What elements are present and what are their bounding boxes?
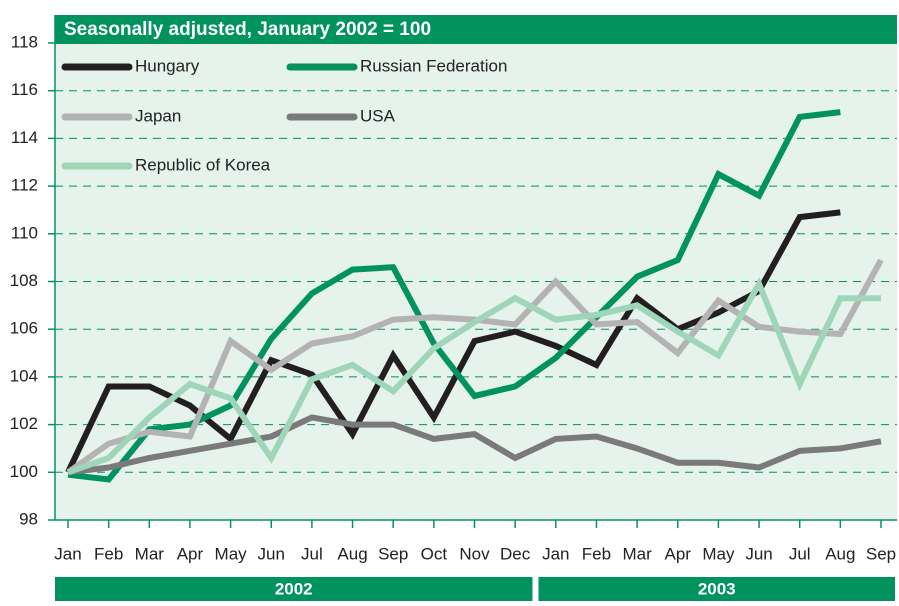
legend-label: Hungary bbox=[135, 56, 200, 75]
year-label: 2003 bbox=[698, 579, 736, 598]
y-tick-label: 106 bbox=[10, 319, 38, 338]
x-tick-label: Sep bbox=[866, 544, 896, 563]
y-tick-label: 118 bbox=[11, 32, 38, 51]
x-tick-label: Jul bbox=[789, 544, 811, 563]
y-tick-label: 104 bbox=[10, 366, 38, 385]
y-tick-label: 108 bbox=[10, 271, 38, 290]
year-band bbox=[538, 577, 895, 601]
y-tick-label: 100 bbox=[10, 462, 38, 481]
x-tick-label: Jul bbox=[301, 544, 323, 563]
x-tick-label: Sep bbox=[378, 544, 408, 563]
y-tick-label: 102 bbox=[10, 414, 38, 433]
x-tick-label: Apr bbox=[665, 544, 692, 563]
x-tick-label: Aug bbox=[337, 544, 367, 563]
x-tick-label: Oct bbox=[421, 544, 448, 563]
x-tick-label: Feb bbox=[94, 544, 123, 563]
y-tick-label: 116 bbox=[11, 80, 38, 99]
x-tick-label: May bbox=[215, 544, 248, 563]
x-tick-label: Mar bbox=[135, 544, 165, 563]
x-tick-label: Mar bbox=[622, 544, 652, 563]
y-tick-label: 114 bbox=[11, 128, 38, 147]
series-line bbox=[67, 414, 882, 476]
x-tick-label: Jun bbox=[745, 544, 772, 563]
x-tick-label: Dec bbox=[500, 544, 531, 563]
legend-label: Japan bbox=[135, 106, 181, 125]
x-tick-label: May bbox=[702, 544, 735, 563]
y-tick-label: 112 bbox=[11, 176, 38, 195]
legend-label: Russian Federation bbox=[360, 56, 507, 75]
x-tick-label: Jan bbox=[54, 544, 81, 563]
y-tick-label: 98 bbox=[19, 509, 38, 528]
y-tick-label: 110 bbox=[11, 223, 38, 242]
year-label: 2002 bbox=[275, 579, 313, 598]
legend-label: USA bbox=[360, 106, 396, 125]
x-tick-label: Jan bbox=[542, 544, 569, 563]
legend-label: Republic of Korea bbox=[135, 155, 271, 174]
series-line bbox=[67, 277, 881, 476]
x-tick-label: Feb bbox=[582, 544, 611, 563]
chart-title: Seasonally adjusted, January 2002 = 100 bbox=[64, 19, 431, 40]
x-tick-label: Jun bbox=[258, 544, 285, 563]
series-line bbox=[65, 209, 841, 474]
x-tick-label: Aug bbox=[825, 544, 855, 563]
title-band bbox=[55, 15, 897, 44]
year-band bbox=[55, 577, 533, 601]
x-tick-label: Nov bbox=[459, 544, 490, 563]
x-tick-label: Apr bbox=[177, 544, 204, 563]
